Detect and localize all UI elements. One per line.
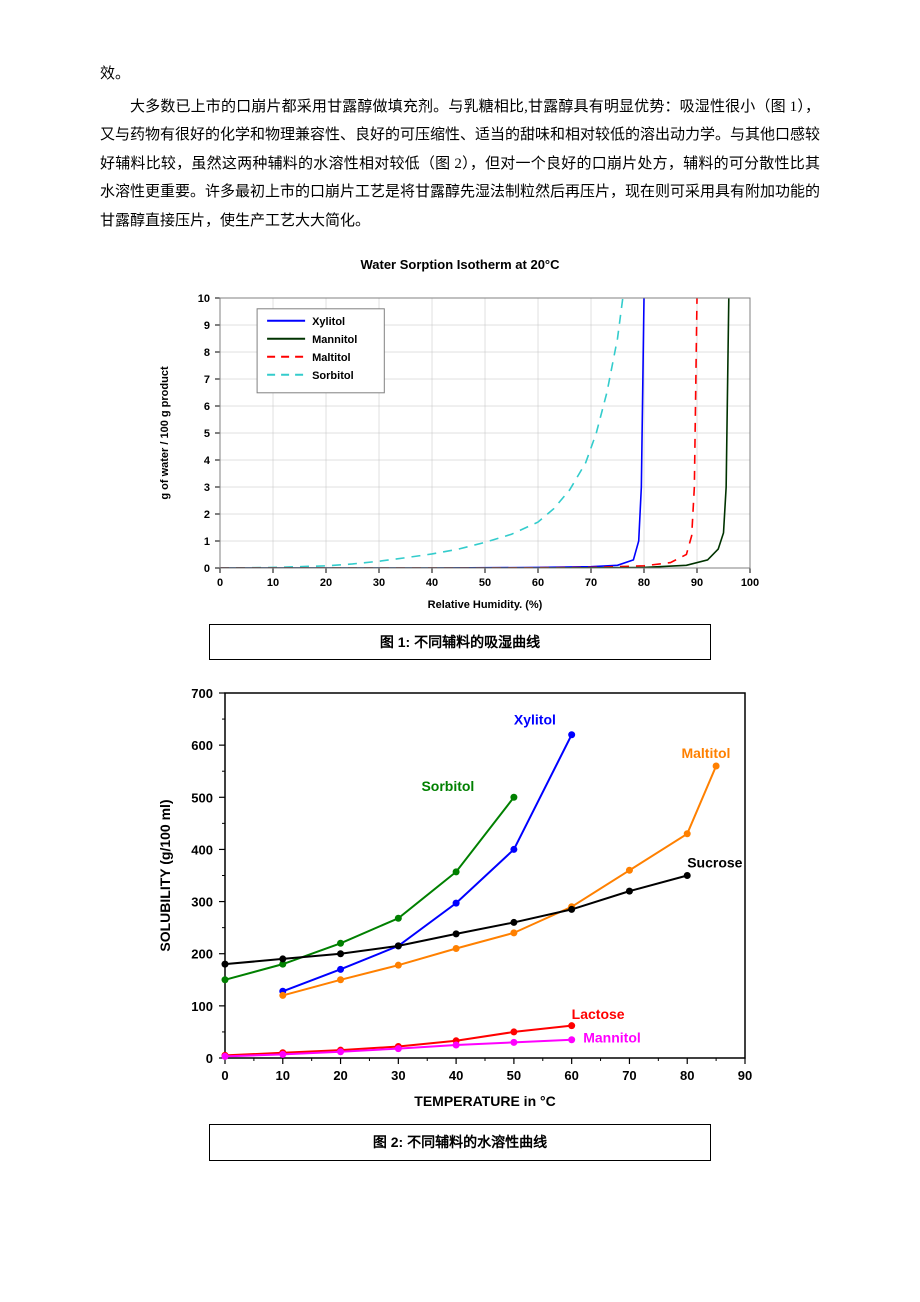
svg-text:60: 60 xyxy=(564,1068,578,1083)
svg-text:60: 60 xyxy=(532,577,544,589)
marker xyxy=(222,961,229,968)
chart1-xlabel: Relative Humidity. (%) xyxy=(428,599,543,611)
svg-text:600: 600 xyxy=(191,738,213,753)
svg-text:90: 90 xyxy=(691,577,703,589)
marker xyxy=(453,900,460,907)
series-label-sorbitol: Sorbitol xyxy=(421,778,474,794)
svg-text:400: 400 xyxy=(191,843,213,858)
svg-text:0: 0 xyxy=(204,563,210,575)
marker xyxy=(626,867,633,874)
svg-text:80: 80 xyxy=(638,577,650,589)
legend-item-maltitol: Maltitol xyxy=(312,351,351,363)
svg-text:7: 7 xyxy=(204,374,210,386)
marker xyxy=(395,943,402,950)
svg-text:4: 4 xyxy=(204,455,211,467)
marker xyxy=(510,930,517,937)
svg-text:500: 500 xyxy=(191,791,213,806)
svg-text:0: 0 xyxy=(217,577,223,589)
marker xyxy=(337,940,344,947)
legend-item-sorbitol: Sorbitol xyxy=(312,369,354,381)
svg-text:20: 20 xyxy=(320,577,332,589)
marker xyxy=(279,956,286,963)
series-label-maltitol: Maltitol xyxy=(681,745,730,761)
series-label-lactose: Lactose xyxy=(572,1006,625,1022)
svg-text:10: 10 xyxy=(276,1068,290,1083)
marker xyxy=(568,1022,575,1029)
marker xyxy=(222,1053,229,1060)
chart1-title: Water Sorption Isotherm at 20°C xyxy=(100,253,820,278)
svg-text:2: 2 xyxy=(204,509,210,521)
svg-text:100: 100 xyxy=(191,999,213,1014)
marker xyxy=(568,1037,575,1044)
chart1-caption: 图 1: 不同辅料的吸湿曲线 xyxy=(209,624,711,661)
marker xyxy=(684,872,691,879)
series-label-sucrose: Sucrose xyxy=(687,855,742,871)
chart2-block: 0 10 20 30 40 50 60 70 80 90 0 100 200 300 400 500 600 70… xyxy=(100,678,820,1161)
chart2-caption: 图 2: 不同辅料的水溶性曲线 xyxy=(209,1124,711,1161)
legend-item-mannitol: Mannitol xyxy=(312,333,357,345)
chart2-solubility: 0 10 20 30 40 50 60 70 80 90 0 100 200 300 400 500 600 70… xyxy=(150,678,770,1118)
svg-text:3: 3 xyxy=(204,482,210,494)
series-label-xylitol: Xylitol xyxy=(514,712,556,728)
marker xyxy=(713,763,720,770)
svg-text:30: 30 xyxy=(373,577,385,589)
marker xyxy=(510,1029,517,1036)
marker xyxy=(626,888,633,895)
svg-text:9: 9 xyxy=(204,320,210,332)
svg-text:5: 5 xyxy=(204,428,210,440)
svg-text:50: 50 xyxy=(507,1068,521,1083)
marker xyxy=(453,869,460,876)
svg-text:70: 70 xyxy=(585,577,597,589)
svg-text:30: 30 xyxy=(391,1068,405,1083)
svg-text:6: 6 xyxy=(204,401,210,413)
chart2-ylabel: SOLUBILITY (g/100 ml) xyxy=(157,800,173,952)
marker xyxy=(395,915,402,922)
svg-text:100: 100 xyxy=(741,577,759,589)
svg-text:40: 40 xyxy=(426,577,438,589)
marker xyxy=(453,931,460,938)
marker xyxy=(337,950,344,957)
marker xyxy=(279,992,286,999)
marker xyxy=(222,977,229,984)
svg-text:90: 90 xyxy=(738,1068,752,1083)
marker xyxy=(510,919,517,926)
chart1-sorption-isotherm: 0 10 20 30 40 50 60 70 80 90 100 0 1 2 3 4 5 6 7 8 9 10 Relati… xyxy=(150,288,770,618)
marker xyxy=(453,945,460,952)
marker xyxy=(395,962,402,969)
svg-text:70: 70 xyxy=(622,1068,636,1083)
chart2-xlabel: TEMPERATURE in °C xyxy=(414,1093,555,1109)
marker xyxy=(279,1051,286,1058)
marker xyxy=(568,906,575,913)
svg-text:20: 20 xyxy=(333,1068,347,1083)
svg-text:0: 0 xyxy=(221,1068,228,1083)
chart1-block: Water Sorption Isotherm at 20°C 01020304… xyxy=(100,253,820,660)
marker xyxy=(510,846,517,853)
chart1-ylabel: g of water / 100 g product xyxy=(159,366,171,500)
marker xyxy=(510,794,517,801)
marker xyxy=(510,1039,517,1046)
marker xyxy=(337,1049,344,1056)
svg-text:700: 700 xyxy=(191,686,213,701)
marker xyxy=(337,977,344,984)
svg-text:50: 50 xyxy=(479,577,491,589)
svg-text:80: 80 xyxy=(680,1068,694,1083)
marker xyxy=(684,831,691,838)
paragraph-main: 大多数已上市的口崩片都采用甘露醇做填充剂。与乳糖相比,甘露醇具有明显优势：吸湿性… xyxy=(100,93,820,236)
marker xyxy=(395,1045,402,1052)
legend-item-xylitol: Xylitol xyxy=(312,315,345,327)
paragraph-continuation: 效。 xyxy=(100,60,820,89)
series-label-mannitol: Mannitol xyxy=(583,1030,641,1046)
svg-text:40: 40 xyxy=(449,1068,463,1083)
svg-text:10: 10 xyxy=(267,577,279,589)
svg-text:8: 8 xyxy=(204,347,210,359)
svg-text:1: 1 xyxy=(204,536,210,548)
svg-text:300: 300 xyxy=(191,895,213,910)
svg-text:0: 0 xyxy=(206,1051,213,1066)
svg-text:10: 10 xyxy=(198,293,210,305)
marker xyxy=(568,731,575,738)
svg-text:200: 200 xyxy=(191,947,213,962)
marker xyxy=(337,966,344,973)
marker xyxy=(453,1042,460,1049)
